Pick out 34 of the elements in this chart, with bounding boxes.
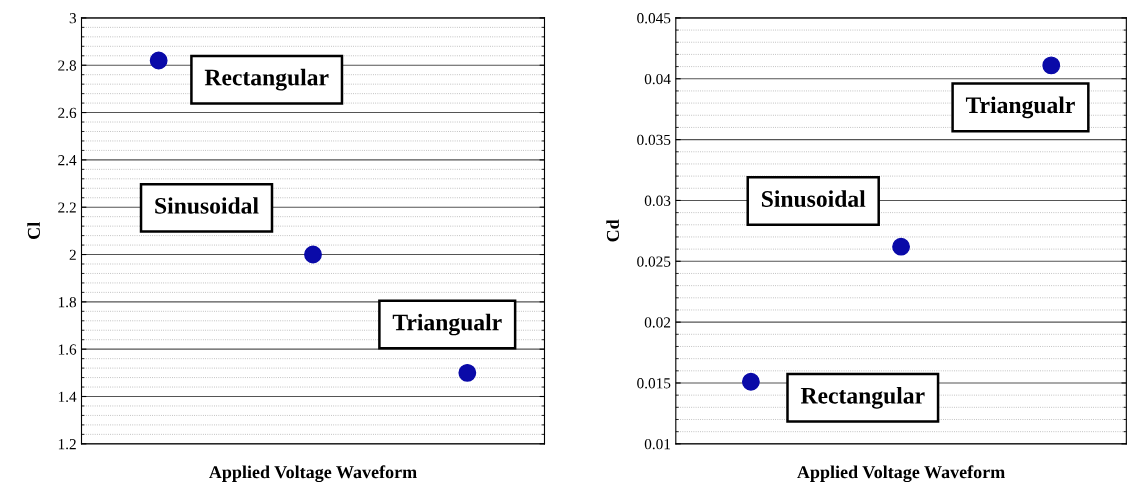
x-axis-title: Applied Voltage Waveform <box>209 465 417 483</box>
annotation: Triangualr <box>392 313 502 336</box>
y-tick-label: 2.2 <box>58 202 76 213</box>
annotation: Sinusoidal <box>761 190 866 208</box>
y-tick-label: 1.6 <box>58 344 77 355</box>
y-tick-label: 2.6 <box>58 107 77 119</box>
y-tick-label: 0.03 <box>644 195 671 206</box>
point <box>304 245 322 264</box>
y-tick-label: 0.025 <box>637 256 671 267</box>
y-tick-label: 0.015 <box>637 378 671 389</box>
y-axis-title: Cl <box>27 222 40 240</box>
y-tick-label: 0.04 <box>644 73 671 85</box>
y-tick-label: 1.8 <box>58 297 77 308</box>
y-tick-label: 0.01 <box>644 438 671 450</box>
y-tick-label: 0.045 <box>637 13 671 24</box>
y-tick-label: 2.8 <box>58 60 77 71</box>
annotation: Rectangular <box>204 68 329 91</box>
y-tick-label: 3 <box>69 13 77 24</box>
y-tick-label: 2.4 <box>58 155 77 166</box>
point <box>149 51 168 70</box>
y-tick-label: 0.035 <box>637 134 671 146</box>
annotation: Triangualr <box>965 96 1075 119</box>
annotation: Sinusoidal <box>155 197 259 214</box>
y-tick-label: 2 <box>69 249 76 260</box>
point <box>741 372 760 391</box>
annotation: Rectangular <box>800 387 925 409</box>
point <box>892 237 910 256</box>
y-tick-label: 1.4 <box>58 391 77 403</box>
point <box>1042 56 1061 75</box>
y-tick-label: 0.02 <box>644 317 671 328</box>
point <box>458 363 477 382</box>
y-axis-title: Cd <box>606 219 620 242</box>
y-tick-label: 1.2 <box>58 439 76 450</box>
x-axis-title: Applied Voltage Waveform <box>797 465 1005 483</box>
